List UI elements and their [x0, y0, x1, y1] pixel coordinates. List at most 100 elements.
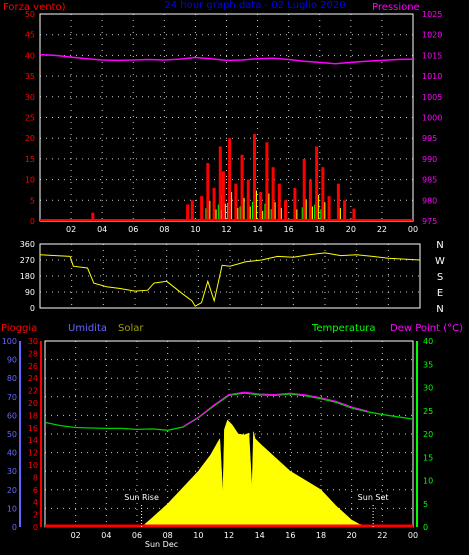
y-right-tick-label: 1020	[422, 31, 442, 40]
rain-tick-label: 28	[28, 349, 38, 358]
y-left-tick-label: 35	[25, 72, 35, 81]
y-left-tick-label: 30	[25, 93, 35, 102]
y-right-tick-label: 1010	[422, 72, 442, 81]
temperature-line	[44, 392, 414, 431]
rain-tick-label: 12	[28, 449, 38, 458]
x-tick-label: 10	[190, 225, 200, 234]
rain-tick-label: 4	[33, 498, 38, 507]
compass-label: W	[435, 256, 445, 267]
sun-rise-label: Sun Rise	[124, 493, 159, 502]
wind-gust-bar	[259, 192, 263, 221]
temperature-tick-label: 20	[423, 430, 433, 439]
y-left-tick-label: 360	[20, 240, 35, 249]
wind-gust-bar	[343, 200, 347, 221]
x-tick-label: 10	[193, 531, 203, 540]
y-left-tick-label: 270	[20, 256, 35, 265]
temperature-tick-label: 40	[423, 337, 433, 346]
rain-label: Pioggia	[1, 323, 37, 334]
y-left-tick-label: 25	[25, 114, 35, 123]
x-tick-label: 08	[159, 225, 169, 234]
x-tick-label: 16	[285, 531, 295, 540]
wind-gust-bar	[234, 183, 238, 221]
humidity-tick-label: 60	[7, 411, 17, 420]
x-tick-label: 02	[71, 531, 81, 540]
y-right-tick-label: 1025	[422, 10, 442, 19]
rain-tick-label: 20	[28, 399, 38, 408]
x-tick-label: 22	[377, 531, 387, 540]
humidity-tick-label: 10	[7, 504, 17, 513]
rain-tick-label: 10	[28, 461, 38, 470]
x-tick-label: 12	[221, 225, 231, 234]
wind-gust-bar	[271, 167, 275, 221]
y-right-tick-label: 1015	[422, 51, 442, 60]
rain-tick-label: 0	[33, 523, 38, 532]
rain-tick-label: 8	[33, 473, 38, 482]
wind-gust-bar	[327, 196, 331, 221]
wind-gust-bar	[293, 187, 297, 221]
temperature-tick-label: 30	[423, 384, 433, 393]
rain-tick-label: 22	[28, 387, 38, 396]
wind-gust-bar	[240, 154, 244, 221]
wind-gust-bar	[186, 204, 190, 221]
y-right-tick-label: 990	[422, 155, 437, 164]
wind-gust-bar	[190, 200, 194, 221]
humidity-tick-label: 90	[7, 356, 17, 365]
temperature-tick-label: 10	[423, 477, 433, 486]
wind-gust-bar	[284, 200, 288, 221]
sun-set-label: Sun Set	[358, 493, 389, 502]
x-tick-label: 02	[66, 225, 76, 234]
y-left-tick-label: 10	[25, 176, 35, 185]
wind-gust-bar	[315, 146, 319, 221]
wind-gust-bar	[246, 179, 250, 221]
y-left-tick-label: 0	[30, 217, 35, 226]
temperature-tick-label: 0	[423, 523, 428, 532]
wind-gust-bar	[228, 138, 232, 221]
y-left-tick-label: 5	[30, 196, 35, 205]
x-tick-label: 20	[347, 531, 357, 540]
x-tick-label: 18	[315, 225, 325, 234]
wind-gust-bar	[302, 158, 306, 221]
wind-gust-bar	[352, 208, 356, 221]
wind-gust-bar	[218, 146, 222, 221]
rain-tick-label: 18	[28, 411, 38, 420]
y-left-tick-label: 15	[25, 155, 35, 164]
pressure-line	[39, 53, 414, 65]
humidity-tick-label: 80	[7, 374, 17, 383]
y-right-tick-label: 1005	[422, 93, 442, 102]
temperature-tick-label: 15	[423, 453, 433, 462]
y-right-tick-label: 1000	[422, 114, 442, 123]
rain-tick-label: 26	[28, 362, 38, 371]
x-tick-label: 20	[346, 225, 356, 234]
humidity-label: Umidita	[68, 323, 107, 334]
rain-tick-label: 14	[28, 436, 38, 445]
y-left-tick-label: 90	[25, 288, 35, 297]
y-left-tick-label: 20	[25, 134, 35, 143]
y-left-tick-label: 40	[25, 51, 35, 60]
x-tick-label: 06	[132, 531, 142, 540]
rain-tick-label: 2	[33, 511, 38, 520]
x-tick-label: 22	[377, 225, 387, 234]
temperature-label: Temperatura	[311, 323, 376, 334]
x-tick-label: 04	[101, 531, 111, 540]
wind-direction-line	[39, 252, 421, 307]
y-left-tick-label: 50	[25, 10, 35, 19]
plot-frame	[39, 243, 421, 309]
x-tick-label: 08	[163, 531, 173, 540]
temperature-tick-label: 25	[423, 407, 433, 416]
rain-tick-label: 6	[33, 486, 38, 495]
compass-label: N	[436, 304, 443, 315]
dew-point-label: Dew Point (°C)	[390, 323, 463, 334]
temperature-tick-label: 5	[423, 500, 428, 509]
humidity-tick-label: 20	[7, 486, 17, 495]
solar-label: Solar	[118, 323, 144, 334]
chart-title: 24 hour graph data - 02 Luglio 2020	[164, 0, 345, 11]
y-right-tick-label: 980	[422, 196, 437, 205]
x-tick-label: 16	[284, 225, 294, 234]
x-tick-label: 12	[224, 531, 234, 540]
wind-gust-bar	[265, 142, 269, 221]
wind-gust-bar	[321, 167, 325, 221]
wind-gust-bar	[91, 212, 95, 221]
humidity-tick-label: 30	[7, 467, 17, 476]
x-tick-label: 00	[408, 531, 418, 540]
wind-gust-bar	[308, 179, 312, 221]
